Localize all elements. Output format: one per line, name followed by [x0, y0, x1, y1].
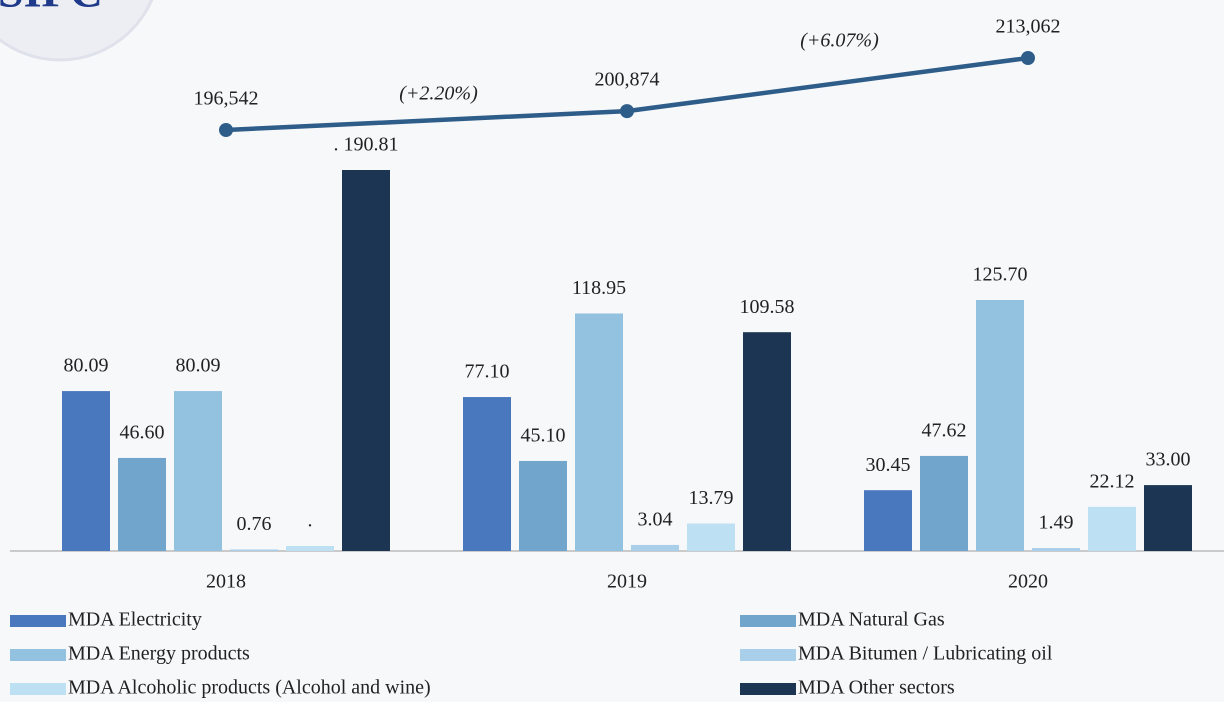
bar: [286, 546, 334, 551]
bar-label: 13.79: [689, 487, 734, 509]
total-label: 213,062: [996, 16, 1061, 38]
bar: [575, 313, 623, 551]
bar-label: 0.76: [237, 513, 272, 535]
total-point: [219, 123, 233, 137]
bar-label: 80.09: [64, 355, 109, 377]
legend-label: MDA Alcoholic products (Alcohol and wine…: [68, 677, 431, 699]
legend-swatch: [740, 683, 796, 695]
legend-swatch: [740, 649, 796, 661]
bar: [1032, 548, 1080, 551]
growth-annotation: (+6.07%): [800, 30, 879, 52]
bar: [62, 391, 110, 551]
legend-label: MDA Other sectors: [798, 677, 955, 699]
bar-label: .: [308, 510, 313, 532]
total-label: 196,542: [194, 88, 259, 110]
bar-label: 3.04: [638, 509, 673, 531]
bar: [174, 391, 222, 551]
bar-label: 33.00: [1146, 449, 1191, 471]
bar-label: 46.60: [120, 422, 165, 444]
bar: [1088, 506, 1136, 551]
bar-label: 125.70: [973, 264, 1028, 286]
bar-label: 109.58: [740, 296, 795, 318]
bar: [230, 549, 278, 551]
bar: [631, 544, 679, 551]
bar: [687, 523, 735, 551]
bar-label: 47.62: [922, 420, 967, 442]
bar: [463, 397, 511, 551]
x-tick-label: 2020: [1008, 571, 1048, 593]
bar-label: 45.10: [521, 425, 566, 447]
total-point: [1021, 51, 1035, 65]
logo-badge: [0, 0, 154, 62]
legend-label: MDA Electricity: [68, 609, 202, 631]
bar-label: 118.95: [572, 277, 626, 299]
legend-swatch: [740, 615, 796, 627]
bar: [976, 300, 1024, 551]
bar: [519, 460, 567, 551]
x-tick-label: 2018: [206, 571, 246, 593]
bar: [1144, 485, 1192, 551]
bar-label: . 190.81: [334, 134, 399, 156]
bar: [743, 332, 791, 551]
bar: [342, 170, 390, 551]
bar-label: 77.10: [465, 361, 510, 383]
legend-label: MDA Natural Gas: [798, 609, 945, 631]
total-point: [620, 104, 634, 119]
bar: [118, 457, 166, 551]
bar-label: 1.49: [1039, 512, 1074, 534]
bar: [864, 490, 912, 551]
legend-swatch: [10, 649, 66, 661]
x-tick-label: 2019: [607, 571, 647, 593]
bar-label: 80.09: [176, 355, 221, 377]
bar-label: 30.45: [866, 454, 911, 476]
total-label: 200,874: [595, 69, 660, 91]
legend-swatch: [10, 615, 66, 627]
bar-label: 22.12: [1090, 470, 1135, 492]
legend-label: MDA Energy products: [68, 643, 250, 665]
growth-annotation: (+2.20%): [399, 83, 478, 105]
bar: [920, 455, 968, 551]
logo-text: SIFC: [0, 0, 103, 17]
legend-swatch: [10, 683, 66, 695]
legend-label: MDA Bitumen / Lubricating oil: [798, 643, 1053, 665]
